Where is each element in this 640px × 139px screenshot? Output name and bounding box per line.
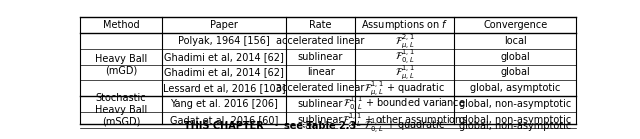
Text: accelerated linear: accelerated linear <box>276 36 365 46</box>
Text: Polyak, 1964 [156]: Polyak, 1964 [156] <box>178 36 269 46</box>
Text: Convergence: Convergence <box>483 20 547 30</box>
Text: sublinear: sublinear <box>298 115 343 125</box>
Text: Stochastic
Heavy Ball
(mSGD): Stochastic Heavy Ball (mSGD) <box>95 93 147 126</box>
Text: see: see <box>300 121 321 131</box>
Text: $\mathcal{F}_{\mu,L}^{1,1}$ + quadratic: $\mathcal{F}_{\mu,L}^{1,1}$ + quadratic <box>364 79 445 97</box>
Text: $\mathcal{F}_{\mu,L}^{1,1}$: $\mathcal{F}_{\mu,L}^{1,1}$ <box>395 64 415 81</box>
Text: Ghadimi et al, 2014 [62]: Ghadimi et al, 2014 [62] <box>164 67 284 77</box>
Text: $\mathcal{F}_{0,L}^{1,1}$ + quadratic: $\mathcal{F}_{0,L}^{1,1}$ + quadratic <box>364 117 445 135</box>
Text: see: see <box>291 121 310 131</box>
Text: Rate: Rate <box>309 20 332 30</box>
Text: accelerated linear: accelerated linear <box>276 83 365 93</box>
Text: Paper: Paper <box>210 20 238 30</box>
Text: Heavy Ball
(mGD): Heavy Ball (mGD) <box>95 54 147 75</box>
Text: global, non-asymptotic: global, non-asymptotic <box>459 99 572 109</box>
Text: $\mathcal{F}_{0,L}^{1,1}$: $\mathcal{F}_{0,L}^{1,1}$ <box>395 48 415 66</box>
Text: linear: linear <box>307 67 335 77</box>
Text: $\mathcal{F}_{\mu,L}^{2,1}$: $\mathcal{F}_{\mu,L}^{2,1}$ <box>395 32 415 50</box>
Text: Lessard et al, 2016 [103]: Lessard et al, 2016 [103] <box>163 83 285 93</box>
Text: Yang et al. 2016 [206]: Yang et al. 2016 [206] <box>170 99 278 109</box>
Text: $\mathcal{F}_{\mu,L}^{1,1}$ + other assumptions: $\mathcal{F}_{\mu,L}^{1,1}$ + other assu… <box>342 111 468 129</box>
Text: global, asymptotic: global, asymptotic <box>470 83 561 93</box>
Text: see ​Table 2.3: see ​Table 2.3 <box>289 121 353 131</box>
Text: local: local <box>504 36 527 46</box>
Text: $\mathcal{F}_{0,L}^{1,1}$ + bounded variance: $\mathcal{F}_{0,L}^{1,1}$ + bounded vari… <box>344 95 467 113</box>
Text: Gadat et al, 2016 [60]: Gadat et al, 2016 [60] <box>170 115 278 125</box>
Text: global: global <box>500 67 530 77</box>
Text: Assumptions on $f$: Assumptions on $f$ <box>361 18 449 32</box>
Text: Ghadimi et al, 2014 [62]: Ghadimi et al, 2014 [62] <box>164 52 284 62</box>
Text: THIS CHAPTER: THIS CHAPTER <box>184 121 264 131</box>
Text: global: global <box>500 52 530 62</box>
Text: sublinear: sublinear <box>298 99 343 109</box>
Text: sublinear: sublinear <box>298 52 343 62</box>
Text: global, non-asymptotic: global, non-asymptotic <box>459 115 572 125</box>
Text: see Table 2.3: see Table 2.3 <box>284 121 356 131</box>
Text: global, non-asymptotic: global, non-asymptotic <box>459 121 572 131</box>
Text: Method: Method <box>102 20 140 30</box>
